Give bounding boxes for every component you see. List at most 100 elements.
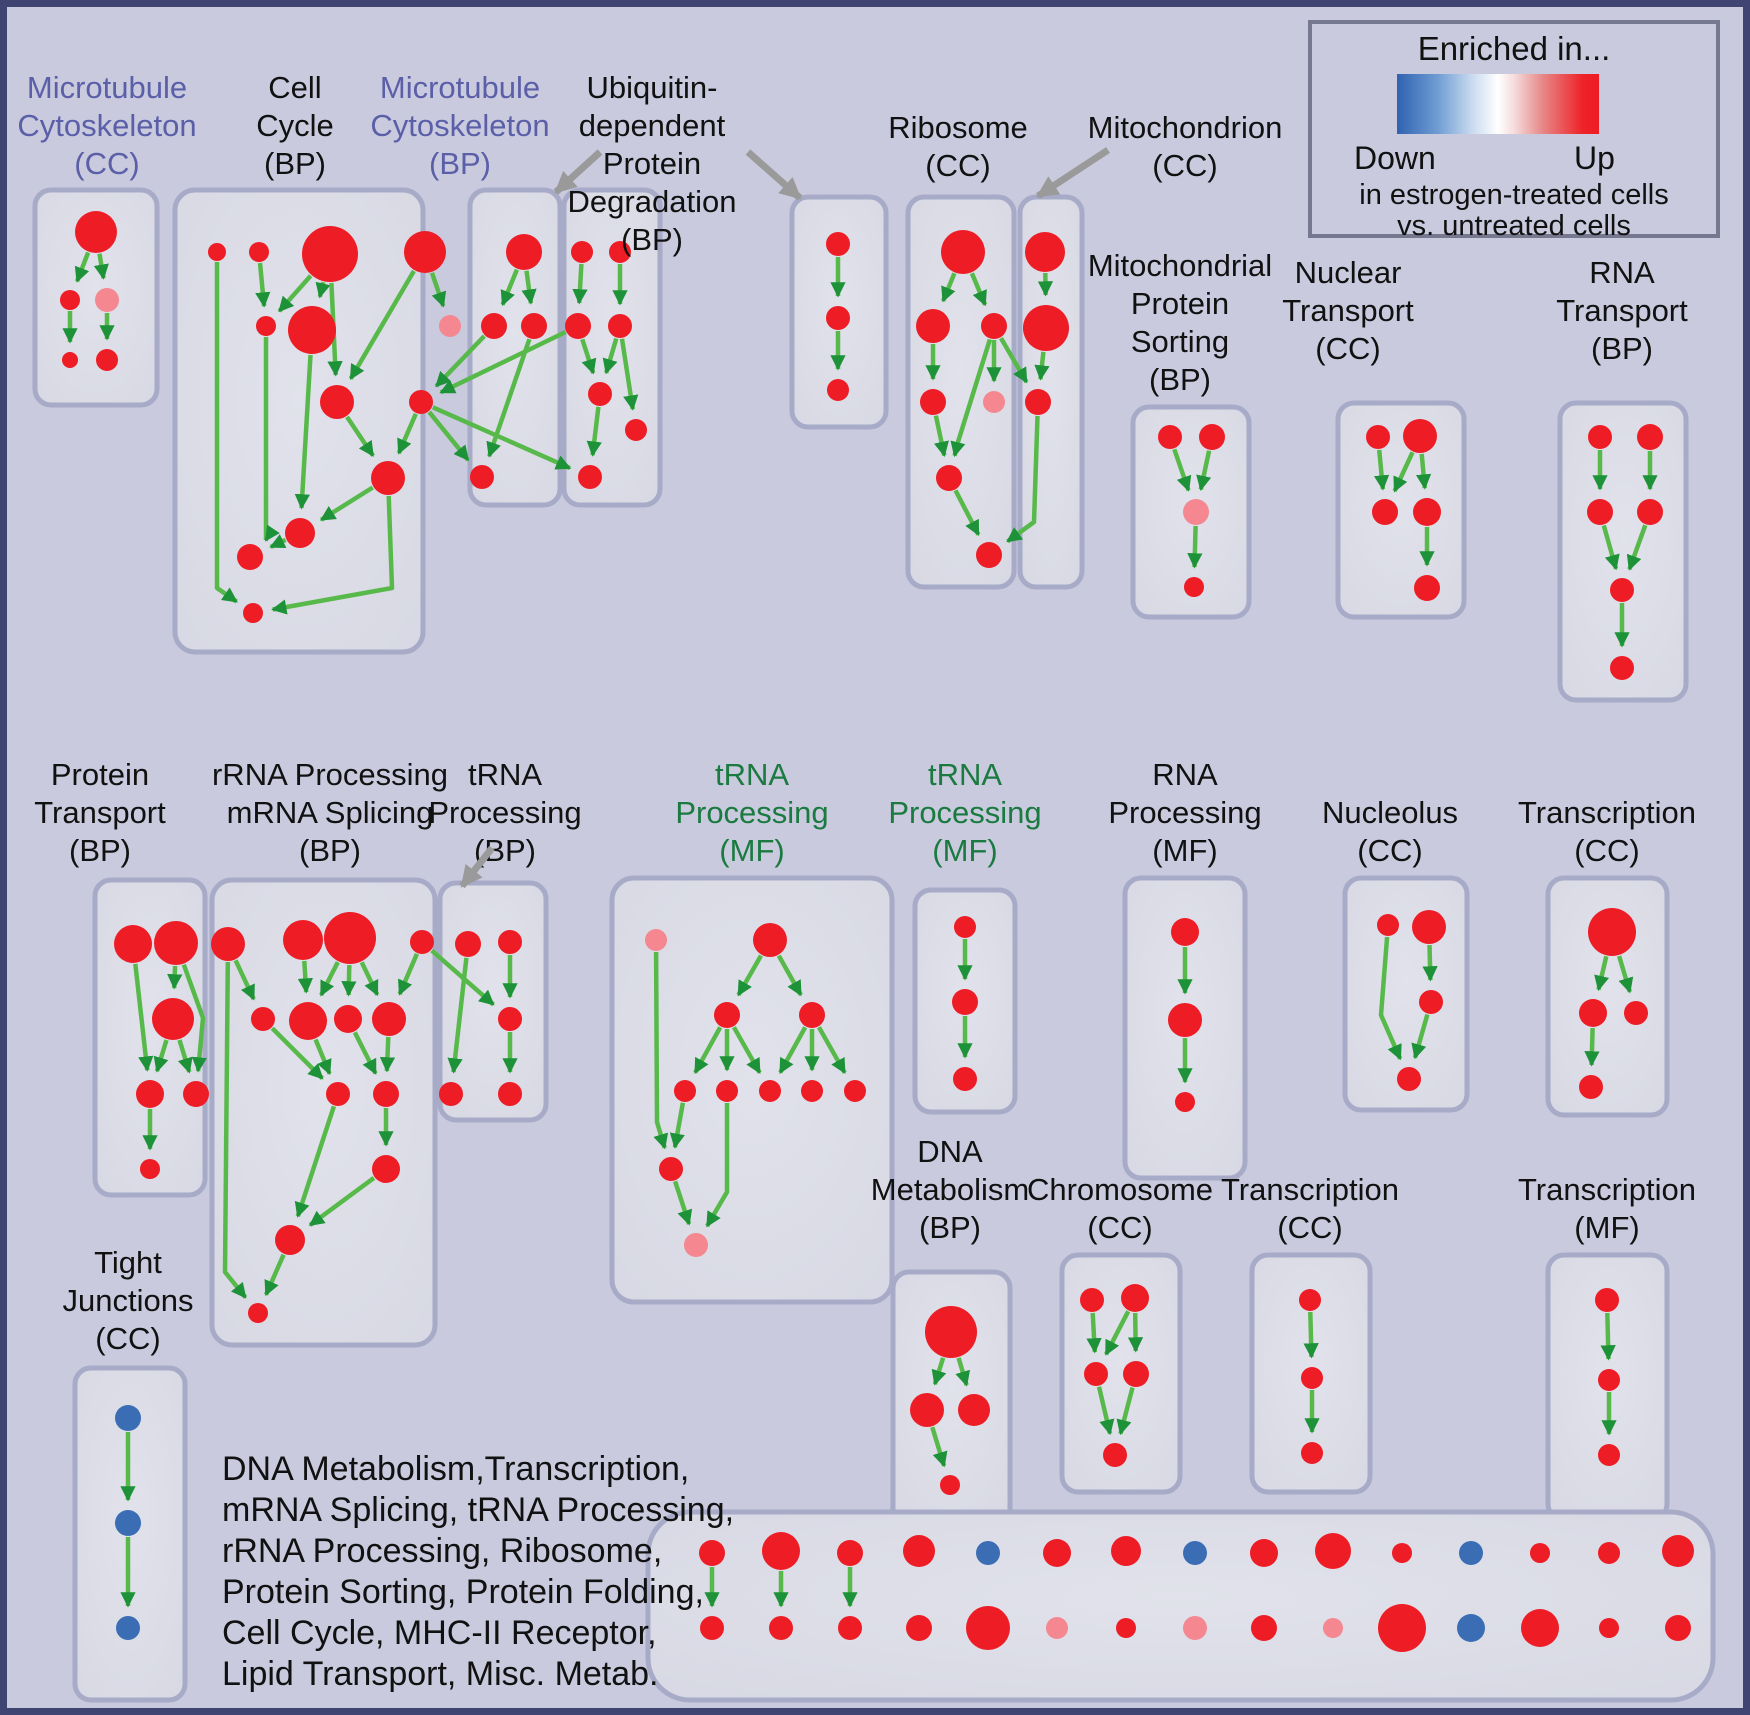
enrichment-edge — [93, 253, 109, 280]
go-term-node-red — [827, 379, 849, 401]
group-label-transcription-mf: Transcription (MF) — [1518, 1172, 1696, 1245]
go-term-node-red — [1378, 1604, 1426, 1652]
group-box-microtubule-bp — [467, 187, 563, 508]
enrichment-edge — [345, 415, 375, 457]
group-label-tight-junctions: Tight Junctions (CC) — [63, 1245, 194, 1356]
go-term-node-red — [1025, 232, 1065, 272]
go-term-node-red — [1419, 990, 1443, 1014]
go-term-node-red — [334, 1005, 362, 1033]
enrichment-edge — [731, 1026, 762, 1075]
go-term-node-red — [1301, 1442, 1323, 1464]
enrichment-edge — [955, 1357, 971, 1387]
go-term-node-red — [455, 931, 481, 957]
go-term-node-red — [1579, 999, 1607, 1027]
go-term-node-red — [1103, 1443, 1127, 1467]
go-term-node-pink — [1183, 499, 1209, 525]
go-term-node-red — [1598, 1542, 1620, 1564]
go-term-node-red — [136, 1080, 164, 1108]
go-term-node-red — [1392, 1543, 1412, 1563]
go-term-node-red — [498, 930, 522, 954]
go-term-node-red — [1315, 1533, 1351, 1569]
enrichment-edge — [653, 951, 669, 1150]
group-label-trna-processing-bp: tRNA Processing (BP) — [428, 757, 581, 868]
go-term-node-red — [940, 1475, 960, 1495]
enrichment-edge — [439, 330, 567, 395]
go-term-node-blue — [976, 1541, 1000, 1565]
enrichment-edge — [1034, 351, 1050, 381]
annotation-line: Protein Sorting, Protein Folding, — [222, 1573, 704, 1611]
go-term-node-pink — [684, 1233, 708, 1257]
go-term-node-red — [700, 1616, 724, 1640]
go-term-node-red — [925, 1306, 977, 1358]
go-term-node-red — [1299, 1289, 1321, 1311]
go-term-node-red — [1530, 1543, 1550, 1563]
go-term-node-red — [1610, 578, 1634, 602]
enrichment-edge — [736, 954, 763, 997]
go-term-node-red — [1123, 1361, 1149, 1387]
go-term-node-red — [326, 1082, 350, 1106]
group-label-cell-cycle: Cell Cycle (BP) — [256, 70, 334, 181]
go-term-node-red — [208, 243, 226, 261]
group-label-ribosome-cc: Ribosome (CC) — [888, 110, 1028, 183]
go-term-node-red — [409, 390, 433, 414]
group-box-nuclear-transport — [1335, 400, 1467, 620]
enrichment-edge — [1422, 944, 1438, 982]
group-label-microtubule-cc: Microtubule Cytoskeleton (CC) — [17, 70, 196, 181]
go-term-node-red — [410, 930, 434, 954]
go-term-node-red — [243, 603, 263, 623]
go-term-node-red — [1414, 575, 1440, 601]
enrichment-edge — [1415, 453, 1432, 490]
go-term-node-red — [941, 230, 985, 274]
go-term-node-red — [1598, 1369, 1620, 1391]
enrichment-edge — [572, 263, 588, 305]
go-term-node-red — [251, 1007, 275, 1031]
go-term-node-pink — [1046, 1617, 1068, 1639]
enrichment-edge — [776, 954, 803, 997]
enrichment-edge — [348, 269, 416, 381]
group-label-microtubule-bp: Microtubule Cytoskeleton (BP) — [370, 70, 549, 181]
go-term-node-red — [1366, 425, 1390, 449]
go-term-node-red — [1588, 908, 1636, 956]
go-term-node-red — [249, 242, 269, 262]
enrichment-edge — [693, 1026, 723, 1074]
group-label-transcription-cc-a: Transcription (CC) — [1518, 795, 1696, 868]
enrichment-edge — [933, 415, 949, 457]
group-label-mito-protein-sorting: Mitochondrial Protein Sorting (BP) — [1088, 248, 1272, 397]
go-term-node-red — [714, 1002, 740, 1028]
go-term-node-red — [608, 314, 632, 338]
group-label-dna-metabolism: DNA Metabolism (BP) — [871, 1134, 1030, 1245]
enrichment-edge — [778, 1026, 808, 1074]
enrichment-edge — [313, 1038, 332, 1076]
go-term-node-red — [1665, 1615, 1691, 1641]
go-term-node-red — [659, 1157, 683, 1181]
go-term-node-red — [1372, 499, 1398, 525]
go-term-node-red — [716, 1080, 738, 1102]
go-term-node-red — [571, 241, 593, 263]
label-pointer-arrow — [745, 149, 803, 201]
enrichment-edge — [705, 1103, 730, 1228]
enrichment-edge — [580, 338, 597, 375]
enrichment-edge — [1594, 955, 1610, 992]
enrichment-edge — [434, 334, 486, 388]
enrichment-edge — [969, 272, 988, 307]
enrichment-edge — [315, 281, 331, 299]
group-label-rna-transport: RNA Transport (BP) — [1556, 255, 1688, 366]
go-term-node-red — [60, 290, 80, 310]
go-term-node-red — [578, 465, 602, 489]
enrichment-edge — [1127, 1312, 1144, 1353]
go-term-node-blue — [1183, 1541, 1207, 1565]
group-label-chromosome-cc: Chromosome (CC) — [1027, 1172, 1213, 1245]
go-term-node-red — [1579, 1075, 1603, 1099]
go-term-node-red — [769, 1616, 793, 1640]
merged-terms-annotation: DNA Metabolism,Transcription, mRNA Splic… — [222, 1449, 734, 1695]
go-term-node-blue — [115, 1405, 141, 1431]
enrichment-edge — [429, 272, 447, 308]
group-box-ribosome-cc — [905, 194, 1017, 590]
enrichment-edge — [397, 953, 419, 996]
go-term-node-red — [1521, 1609, 1559, 1647]
enrichment-edge — [669, 1102, 686, 1149]
go-term-node-red — [75, 211, 117, 253]
enrichment-edge — [447, 957, 469, 1074]
